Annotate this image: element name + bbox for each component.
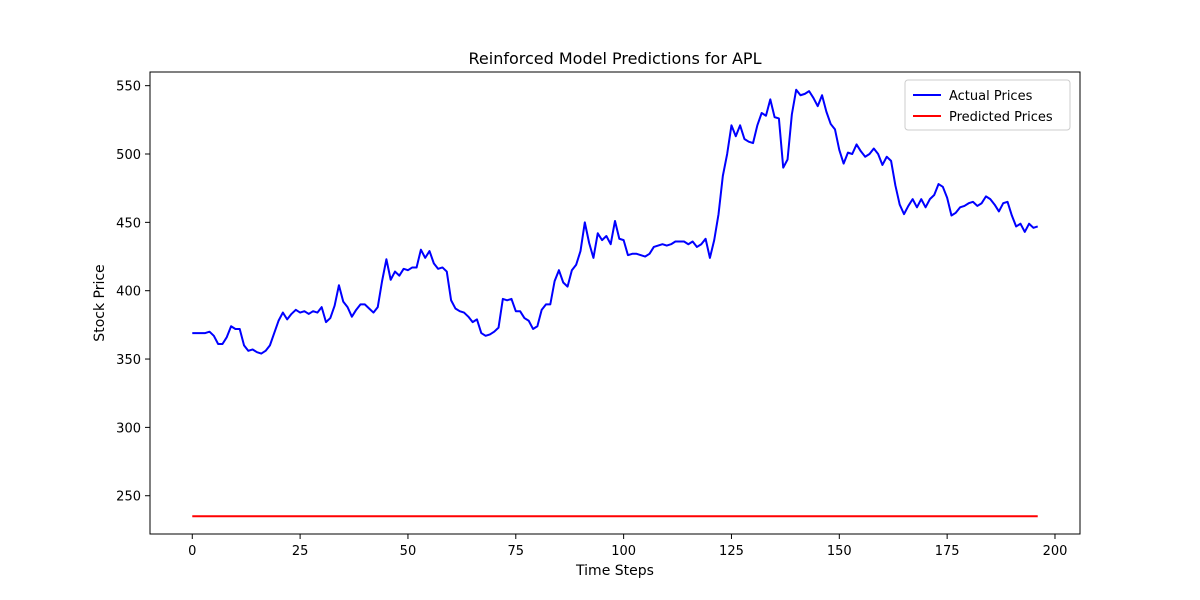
x-tick-label: 50 [400, 544, 417, 559]
axes: 0 25 50 75 100 125 150 175 200 250 300 350 400 450 500… [116, 71, 1081, 559]
legend: Actual Prices Predicted Prices [904, 79, 1071, 131]
y-tick-label: 300 [116, 421, 141, 436]
x-tick-label: 75 [508, 544, 525, 559]
x-tick-label: 150 [827, 544, 852, 559]
legend-label-actual-prices: Actual Prices [949, 89, 1033, 104]
y-tick-label: 550 [116, 80, 141, 95]
series-line-actual-prices [192, 88, 1039, 355]
x-tick-label: 0 [188, 544, 196, 559]
x-axis-label: Time Steps [575, 563, 654, 579]
x-tick-label: 200 [1043, 544, 1068, 559]
plot-area [192, 88, 1039, 518]
x-tick-label: 125 [719, 544, 744, 559]
y-axis-label: Stock Price [92, 264, 108, 341]
legend-box [904, 79, 1071, 131]
x-tick-label: 100 [611, 544, 636, 559]
y-tick-label: 350 [116, 353, 141, 368]
y-tick-label: 400 [116, 285, 141, 300]
x-tick-label: 25 [292, 544, 309, 559]
y-tick-label: 250 [116, 490, 141, 505]
y-tick-label: 500 [116, 148, 141, 163]
axes-frame [149, 71, 1081, 535]
chart-title: Reinforced Model Predictions for APL [469, 49, 762, 68]
y-tick-label: 450 [116, 216, 141, 231]
x-tick-label: 175 [935, 544, 960, 559]
legend-label-predicted-prices: Predicted Prices [949, 110, 1053, 125]
